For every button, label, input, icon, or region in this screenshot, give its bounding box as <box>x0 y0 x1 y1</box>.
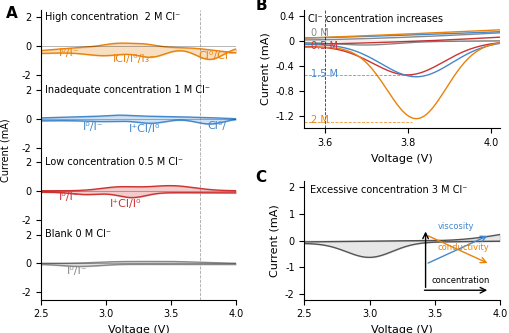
X-axis label: Voltage (V): Voltage (V) <box>371 154 432 164</box>
Text: Low concentration 0.5 M Cl⁻: Low concentration 0.5 M Cl⁻ <box>45 157 182 167</box>
Text: conductivity: conductivity <box>436 243 488 252</box>
Text: A: A <box>6 6 17 21</box>
Text: Cl⁰/Cl⁻: Cl⁰/Cl⁻ <box>199 51 234 61</box>
Text: Excessive concentration 3 M Cl⁻: Excessive concentration 3 M Cl⁻ <box>310 185 467 195</box>
Text: 2 M: 2 M <box>310 115 328 125</box>
Text: I⁰/I⁻: I⁰/I⁻ <box>59 48 79 58</box>
Text: Cl⁻ concentration increases: Cl⁻ concentration increases <box>308 14 442 24</box>
Text: High concentration  2 M Cl⁻: High concentration 2 M Cl⁻ <box>45 12 180 22</box>
Text: ICl/I⁰/I₃⁻: ICl/I⁰/I₃⁻ <box>113 54 156 64</box>
Text: I⁰/I⁻: I⁰/I⁻ <box>59 192 79 202</box>
Text: Current (mA): Current (mA) <box>0 118 10 182</box>
Text: I⁺Cl/I⁰: I⁺Cl/I⁰ <box>109 199 141 209</box>
Text: B: B <box>255 0 267 13</box>
Text: I⁰/I⁻: I⁰/I⁻ <box>67 266 88 276</box>
Text: Inadequate concentration 1 M Cl⁻: Inadequate concentration 1 M Cl⁻ <box>45 85 209 95</box>
Text: I⁺Cl/I⁰: I⁺Cl/I⁰ <box>129 124 160 134</box>
Text: Blank 0 M Cl⁻: Blank 0 M Cl⁻ <box>45 229 110 239</box>
Text: C: C <box>255 169 266 184</box>
Text: 0.5 M: 0.5 M <box>310 41 337 51</box>
Y-axis label: Current (mA): Current (mA) <box>269 204 279 277</box>
Text: Cl⁰/: Cl⁰/ <box>207 121 225 131</box>
Text: I⁰/I⁻: I⁰/I⁻ <box>82 122 103 132</box>
Text: concentration: concentration <box>431 276 489 285</box>
Text: 1.5 M: 1.5 M <box>310 69 337 79</box>
Text: 0 M: 0 M <box>310 28 328 38</box>
Y-axis label: Current (mA): Current (mA) <box>260 33 270 106</box>
X-axis label: Voltage (V): Voltage (V) <box>371 325 432 333</box>
Text: viscosity: viscosity <box>436 222 473 231</box>
X-axis label: Voltage (V): Voltage (V) <box>107 325 169 333</box>
